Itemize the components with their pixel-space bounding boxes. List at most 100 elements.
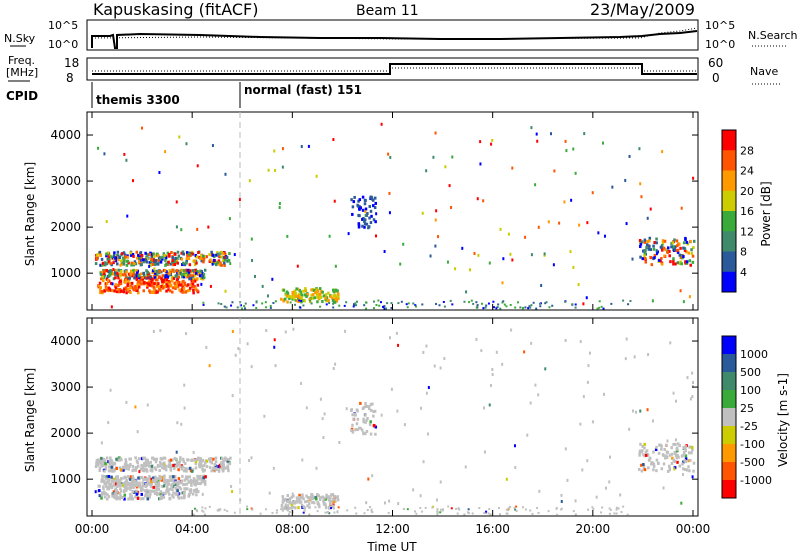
data-cell (154, 482, 158, 486)
data-cell (102, 485, 105, 489)
data-cell (274, 364, 277, 368)
data-cell (439, 508, 442, 511)
data-cell (223, 508, 226, 511)
data-cell (524, 235, 527, 239)
data-cell (271, 511, 274, 514)
data-cell (116, 273, 120, 277)
data-cell (115, 457, 118, 461)
data-cell (489, 513, 492, 516)
data-cell (183, 406, 186, 410)
data-cell (173, 258, 176, 262)
data-cell (293, 290, 297, 294)
data-cell (193, 263, 197, 267)
data-cell (213, 463, 217, 467)
data-cell (325, 493, 328, 497)
data-cell (677, 455, 680, 459)
data-cell (167, 490, 170, 494)
data-cell (208, 505, 211, 508)
data-cell (134, 287, 138, 291)
frequency-trace (92, 63, 697, 75)
data-cell (357, 206, 361, 210)
data-cell (661, 241, 665, 245)
data-cell (407, 302, 410, 305)
data-cell (660, 467, 664, 471)
data-cell (164, 256, 168, 260)
data-cell (160, 462, 163, 466)
data-cell (577, 283, 580, 287)
data-cell (168, 492, 171, 496)
data-cell (196, 458, 199, 462)
data-cell (688, 469, 691, 473)
data-cell (222, 463, 225, 467)
data-cell (119, 494, 122, 498)
data-cell (191, 469, 194, 473)
data-cell (356, 428, 359, 432)
data-cell (374, 201, 377, 205)
data-cell (132, 254, 135, 258)
data-cell (334, 288, 338, 292)
data-cell (692, 461, 696, 465)
data-cell (651, 419, 654, 423)
data-cell (303, 299, 306, 303)
data-cell (141, 481, 144, 485)
data-cell (196, 474, 199, 478)
data-cell (253, 274, 256, 278)
data-cell (169, 463, 172, 467)
colorbar-segment (722, 408, 736, 427)
data-cell (115, 491, 118, 495)
data-cell (175, 280, 178, 284)
data-cell (109, 388, 112, 392)
data-cell (691, 384, 694, 388)
data-cell (434, 218, 437, 222)
data-cell (108, 273, 112, 277)
data-cell (308, 505, 311, 509)
data-cell (631, 257, 634, 261)
data-cell (306, 504, 309, 508)
data-cell (103, 273, 107, 277)
data-cell (174, 480, 178, 484)
data-cell (158, 464, 162, 468)
data-cell (125, 263, 129, 267)
data-cell (287, 509, 290, 512)
data-cell (151, 456, 155, 460)
data-cell (499, 227, 502, 231)
data-cell (212, 466, 215, 470)
data-cell (156, 252, 159, 256)
data-cell (571, 303, 574, 306)
data-cell (132, 468, 136, 472)
data-cell (324, 511, 327, 514)
data-cell (202, 510, 205, 513)
data-cell (99, 263, 102, 267)
data-cell (157, 484, 161, 488)
colorbar-tick-label: 20 (740, 185, 754, 198)
data-cell (103, 152, 106, 156)
data-cell (171, 458, 174, 462)
data-cell (105, 252, 108, 256)
data-cell (192, 285, 195, 289)
data-cell (294, 294, 298, 298)
data-cell (642, 453, 645, 457)
data-cell (178, 485, 181, 489)
data-cell (306, 496, 310, 500)
data-cell (300, 296, 304, 300)
data-cell (142, 464, 145, 468)
data-cell (182, 275, 186, 279)
data-cell (176, 421, 179, 425)
data-cell (185, 259, 188, 263)
data-cell (681, 462, 684, 466)
data-cell (113, 462, 116, 466)
data-cell (361, 195, 365, 199)
data-cell (437, 235, 440, 239)
data-cell (362, 405, 366, 409)
data-cell (158, 256, 162, 260)
data-cell (137, 253, 140, 257)
data-cell (450, 205, 453, 209)
data-cell (514, 306, 517, 309)
data-cell (202, 257, 206, 261)
data-cell (301, 458, 304, 462)
data-cell (130, 261, 134, 265)
data-cell (148, 280, 151, 284)
data-cell (535, 132, 538, 136)
data-cell (425, 169, 428, 173)
